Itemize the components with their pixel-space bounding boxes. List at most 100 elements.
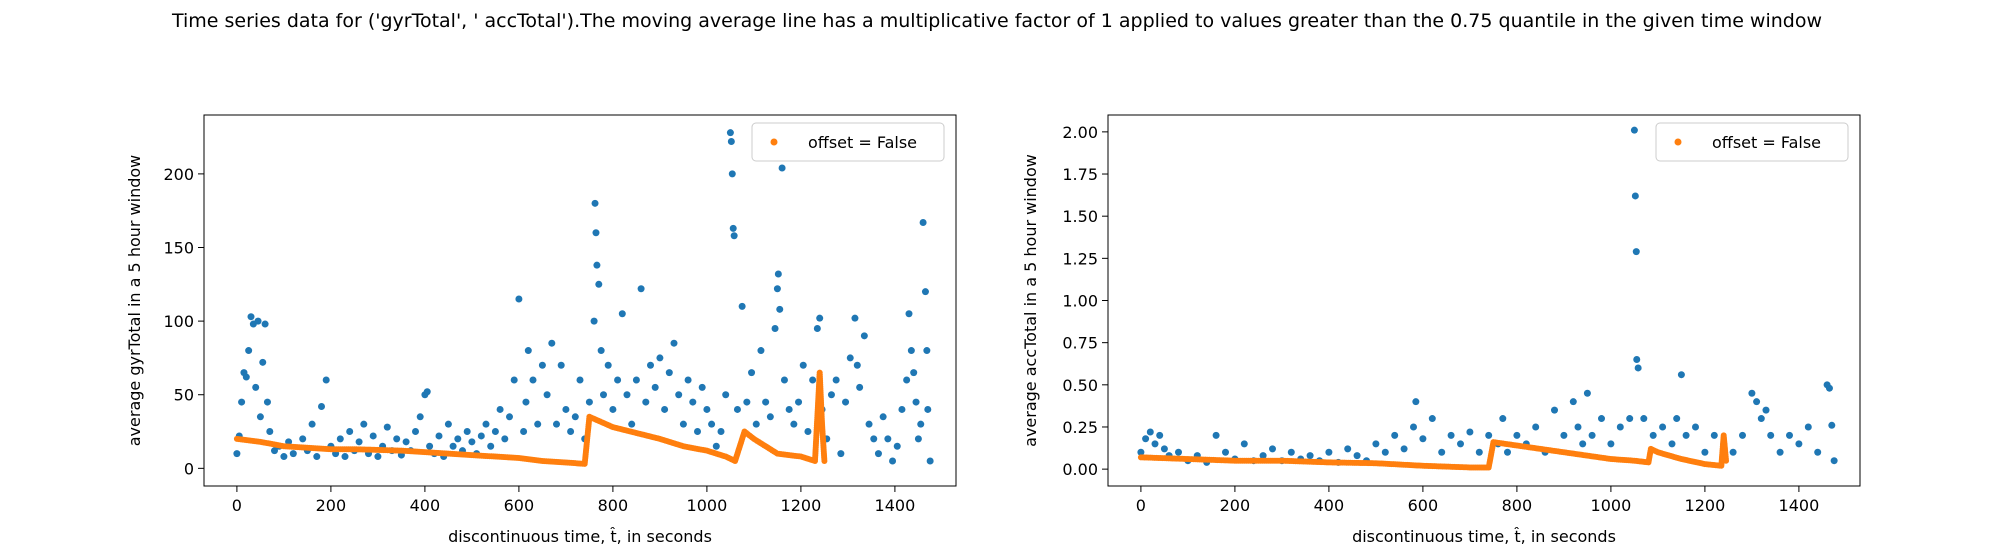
data-point <box>874 450 882 458</box>
data-point <box>553 420 560 428</box>
data-point <box>1634 364 1642 372</box>
data-point <box>562 405 570 413</box>
data-point <box>670 339 678 347</box>
data-point <box>785 405 793 413</box>
data-point <box>423 388 431 396</box>
data-point <box>468 438 476 446</box>
moving-average-series <box>233 369 828 467</box>
data-point <box>548 339 556 347</box>
data-point <box>1438 448 1446 456</box>
data-point <box>1814 448 1822 456</box>
plot-frame <box>1107 114 1861 487</box>
data-point <box>856 383 864 391</box>
data-point <box>1828 421 1836 429</box>
data-point <box>557 361 565 369</box>
x-tick-label: 1200 <box>1685 496 1726 515</box>
data-point <box>1287 448 1295 456</box>
data-point <box>254 317 262 325</box>
y-tick-label: 1.00 <box>1062 292 1098 311</box>
data-point <box>247 313 255 321</box>
data-point <box>1757 415 1765 423</box>
data-point <box>860 332 868 340</box>
data-point <box>694 428 701 436</box>
data-point <box>1579 440 1587 448</box>
data-point <box>1804 423 1812 431</box>
data-point <box>355 438 363 446</box>
data-point <box>729 224 737 232</box>
data-point <box>722 391 730 399</box>
data-point <box>261 320 269 328</box>
data-point <box>313 453 321 461</box>
data-point <box>1551 406 1558 414</box>
data-point <box>491 428 499 436</box>
data-point <box>538 361 546 369</box>
data-point <box>591 199 599 207</box>
data-point <box>412 428 419 436</box>
data-point <box>708 420 716 428</box>
x-tick-label: 1200 <box>781 496 822 515</box>
data-point <box>647 361 654 369</box>
data-point <box>837 450 845 458</box>
legend: offset = False <box>751 122 945 162</box>
data-point <box>816 314 824 322</box>
data-point <box>637 285 645 293</box>
data-point <box>914 435 922 443</box>
data-point <box>590 317 598 325</box>
x-tick-label: 400 <box>410 496 441 515</box>
data-point <box>1457 440 1464 448</box>
data-point <box>1504 448 1511 456</box>
moving-average-series <box>1137 432 1730 471</box>
y-tick-label: 50 <box>174 386 194 405</box>
data-point <box>369 432 377 440</box>
data-point <box>1588 431 1596 439</box>
data-point <box>1325 448 1333 456</box>
data-point <box>766 413 774 421</box>
data-point <box>402 438 410 446</box>
data-point <box>1632 248 1640 256</box>
data-point <box>679 420 687 428</box>
y-axis-label: average accTotal in a 5 hour window <box>1021 154 1040 447</box>
data-point <box>1583 389 1591 397</box>
data-point <box>341 453 349 461</box>
data-point <box>299 435 307 443</box>
data-point <box>233 450 241 458</box>
data-point <box>1569 398 1577 406</box>
data-point <box>907 347 915 355</box>
data-point <box>893 442 901 450</box>
legend-label: offset = False <box>1712 133 1821 152</box>
y-tick-label: 1.50 <box>1062 207 1098 226</box>
y-tick-label: 150 <box>163 239 194 258</box>
data-point <box>774 270 782 278</box>
data-point <box>256 413 264 421</box>
data-point <box>318 403 325 410</box>
data-point <box>919 218 927 226</box>
data-point <box>684 376 692 384</box>
plot-frame <box>203 114 957 487</box>
data-point <box>506 413 513 421</box>
data-point <box>593 261 601 269</box>
data-point <box>889 457 897 465</box>
data-point <box>1776 448 1784 456</box>
data-point <box>675 391 683 399</box>
data-point <box>1428 415 1436 423</box>
data-point <box>238 398 246 406</box>
data-point <box>360 420 368 428</box>
data-point <box>1630 126 1638 134</box>
x-axis-label: discontinuous time, t̂, in seconds <box>1352 527 1616 546</box>
data-point <box>1146 428 1154 436</box>
data-point <box>842 398 850 406</box>
data-point <box>1649 431 1657 439</box>
data-point <box>804 428 812 436</box>
data-point <box>778 164 786 172</box>
y-tick-label: 100 <box>163 312 194 331</box>
data-point <box>520 428 528 436</box>
figure-suptitle: Time series data for ('gyrTotal', ' accT… <box>171 10 1823 32</box>
data-point <box>1391 431 1399 439</box>
data-point <box>717 428 725 436</box>
data-point <box>336 435 344 443</box>
y-tick-label: 1.25 <box>1062 249 1098 268</box>
y-tick-label: 0 <box>184 459 194 478</box>
x-tick-label: 200 <box>1220 496 1251 515</box>
data-point <box>1701 448 1709 456</box>
data-point <box>1633 356 1641 364</box>
